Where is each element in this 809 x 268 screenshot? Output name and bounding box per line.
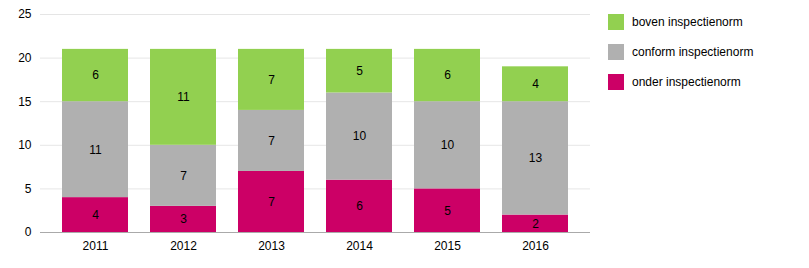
svg-text:2: 2 <box>532 217 539 231</box>
svg-text:2015: 2015 <box>434 239 461 253</box>
svg-text:4: 4 <box>532 77 539 91</box>
svg-text:2014: 2014 <box>346 239 373 253</box>
svg-text:15: 15 <box>18 95 32 109</box>
svg-text:6: 6 <box>444 68 451 82</box>
svg-text:7: 7 <box>268 73 275 87</box>
svg-text:13: 13 <box>529 151 543 165</box>
svg-text:5: 5 <box>25 182 32 196</box>
html-text:boven inspectienorm: boven inspectienorm <box>632 15 743 29</box>
svg-text:0: 0 <box>25 225 32 239</box>
svg-text:2011: 2011 <box>83 239 109 253</box>
svg-text:6: 6 <box>92 68 99 82</box>
svg-text:5: 5 <box>444 204 451 218</box>
svg-text:7: 7 <box>268 134 275 148</box>
html-text:conform inspectienorm: conform inspectienorm <box>632 45 754 59</box>
svg-text:3: 3 <box>180 212 187 226</box>
svg-text:7: 7 <box>268 195 275 209</box>
svg-text:11: 11 <box>177 90 190 104</box>
svg-text:2013: 2013 <box>258 239 285 253</box>
svg-text:6: 6 <box>356 199 363 213</box>
svg-text:25: 25 <box>18 7 32 21</box>
svg-text:4: 4 <box>92 208 99 222</box>
svg-text:10: 10 <box>353 129 367 143</box>
svg-text:2012: 2012 <box>170 239 197 253</box>
svg-text:7: 7 <box>180 169 187 183</box>
svg-text:2016: 2016 <box>522 239 549 253</box>
svg-text:10: 10 <box>18 138 32 152</box>
svg-text:5: 5 <box>356 64 363 78</box>
svg-text:20: 20 <box>18 51 32 65</box>
svg-text:10: 10 <box>441 138 455 152</box>
svg-text:11: 11 <box>89 143 102 157</box>
html-text:onder inspectienorm: onder inspectienorm <box>632 75 741 89</box>
